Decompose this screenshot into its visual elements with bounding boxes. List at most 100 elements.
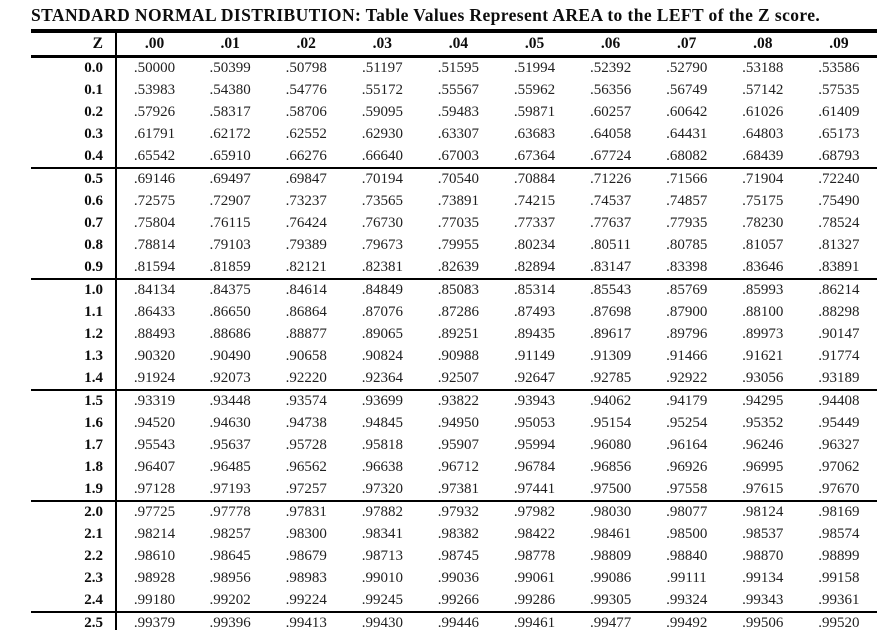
area-value-cell: .97441 [513, 480, 556, 497]
area-value-cell: .87286 [437, 304, 480, 321]
area-value-cell: .90320 [133, 347, 176, 364]
area-value-cell: .88686 [209, 325, 251, 342]
area-value-cell: .96246 [742, 436, 784, 453]
area-value-cell: .74857 [666, 193, 708, 210]
area-value-cell: .92073 [209, 369, 251, 386]
area-value-cell: .98809 [589, 547, 632, 564]
area-value-cell: .53983 [133, 82, 176, 99]
area-value-cell: .65542 [133, 147, 176, 164]
area-value-cell: .69497 [192, 166, 269, 191]
area-value-cell: .76424 [285, 214, 327, 231]
area-value-cell: .95449 [818, 415, 860, 432]
area-value-cell: .69146 [116, 166, 193, 191]
area-value-cell: .89251 [437, 325, 480, 342]
area-value-cell: .99245 [361, 591, 403, 608]
area-value-cell: .98840 [666, 547, 708, 564]
area-value-cell: .79389 [285, 236, 327, 253]
area-value-cell: .93699 [344, 388, 421, 413]
area-value-cell: .69847 [268, 166, 345, 191]
area-value-cell: .99343 [742, 591, 784, 608]
area-value-cell: .77337 [513, 214, 556, 231]
table-row: 0.6 .72575 .72907 .73237 .73565 .73891 .74215.… [31, 190, 877, 213]
area-value-cell: .81859 [209, 258, 251, 275]
area-value-cell: .97381 [437, 480, 480, 497]
z-value-cell: 1.6 [31, 412, 117, 435]
area-value-cell: .92220 [285, 369, 327, 386]
area-value-cell: .91621 [742, 347, 784, 364]
area-value-cell: .99506 [724, 610, 801, 630]
table-header-row: Z .00.01.02.03.04.05.06.07.08.09 [31, 31, 877, 58]
area-value-cell: .96638 [361, 458, 403, 475]
table-row: 2.3 .98928 .98956 .98983 .99010 .99036 .99061.… [31, 567, 877, 590]
area-value-cell: .82121 [285, 258, 327, 275]
area-value-cell: .55962 [513, 82, 556, 99]
area-value-cell: .65173 [818, 125, 860, 142]
table-body: 0.0 .50000 .50399 .50798 .51197 .51595 .51994.… [31, 56, 877, 630]
area-value-cell: .99305 [589, 591, 632, 608]
area-value-cell: .97932 [420, 499, 497, 524]
area-value-cell: .93448 [192, 388, 269, 413]
area-value-cell: .95728 [285, 436, 327, 453]
area-value-cell: .98983 [285, 569, 327, 586]
area-value-cell: .99180 [133, 591, 176, 608]
area-value-cell: .98214 [133, 526, 176, 543]
area-value-cell: .96327 [818, 436, 860, 453]
area-value-cell: .83398 [666, 258, 708, 275]
area-value-cell: .98461 [589, 526, 632, 543]
area-value-cell: .97670 [818, 480, 860, 497]
area-value-cell: .87493 [513, 304, 556, 321]
area-value-cell: .96562 [285, 458, 327, 475]
area-value-cell: .64431 [666, 125, 708, 142]
area-value-cell: .89973 [742, 325, 784, 342]
area-value-cell: .81327 [818, 236, 860, 253]
column-header: .05 [496, 31, 573, 58]
table-row: 2.2 .98610 .98645 .98679 .98713 .98745 .98778.… [31, 545, 877, 568]
table-row: 2.1 .98214 .98257 .98300 .98341 .98382 .98422.… [31, 523, 877, 546]
z-value-cell: 1.1 [31, 301, 117, 324]
area-value-cell: .96485 [209, 458, 251, 475]
area-value-cell: .97062 [818, 458, 860, 475]
area-value-cell: .90490 [209, 347, 251, 364]
area-value-cell: .89617 [589, 325, 632, 342]
area-value-cell: .94845 [361, 415, 403, 432]
area-value-cell: .95254 [666, 415, 708, 432]
area-value-cell: .97615 [742, 480, 784, 497]
area-value-cell: .98422 [513, 526, 556, 543]
z-value-cell: 0.2 [31, 101, 117, 124]
area-value-cell: .79673 [361, 236, 403, 253]
area-value-cell: .95543 [133, 436, 176, 453]
area-value-cell: .93189 [818, 369, 860, 386]
area-value-cell: .99266 [437, 591, 480, 608]
z-value-cell: 2.5 [31, 610, 117, 630]
area-value-cell: .99379 [116, 610, 193, 630]
area-value-cell: .95818 [361, 436, 403, 453]
area-value-cell: .94295 [724, 388, 801, 413]
area-value-cell: .67003 [437, 147, 480, 164]
z-value-cell: 2.3 [31, 567, 117, 590]
area-value-cell: .79103 [209, 236, 251, 253]
area-value-cell: .99086 [589, 569, 632, 586]
table-row: 2.4 .99180 .99202 .99224 .99245 .99266 .99286.… [31, 589, 877, 612]
area-value-cell: .54776 [285, 82, 327, 99]
area-value-cell: .97725 [116, 499, 193, 524]
area-value-cell: .96164 [666, 436, 708, 453]
z-value-cell: 2.1 [31, 523, 117, 546]
area-value-cell: .98870 [742, 547, 784, 564]
area-value-cell: .72907 [209, 193, 251, 210]
area-value-cell: .94520 [133, 415, 176, 432]
area-value-cell: .98899 [818, 547, 860, 564]
area-value-cell: .99430 [344, 610, 421, 630]
table-row: 0.3 .61791 .62172 .62552 .62930 .63307 .63683.… [31, 123, 877, 146]
area-value-cell: .99413 [268, 610, 345, 630]
table-row: 1.2 .88493 .88686 .88877 .89065 .89251 .89435.… [31, 323, 877, 346]
area-value-cell: .50000 [133, 60, 176, 77]
area-value-cell: .77637 [589, 214, 632, 231]
area-value-cell: .67364 [513, 147, 556, 164]
area-value-cell: .91309 [589, 347, 632, 364]
z-value-cell: 0.7 [31, 212, 117, 235]
area-value-cell: .92364 [361, 369, 403, 386]
area-value-cell: .99446 [420, 610, 497, 630]
area-value-cell: .98257 [209, 526, 251, 543]
area-value-cell: .80511 [590, 236, 631, 253]
area-value-cell: .99477 [572, 610, 649, 630]
